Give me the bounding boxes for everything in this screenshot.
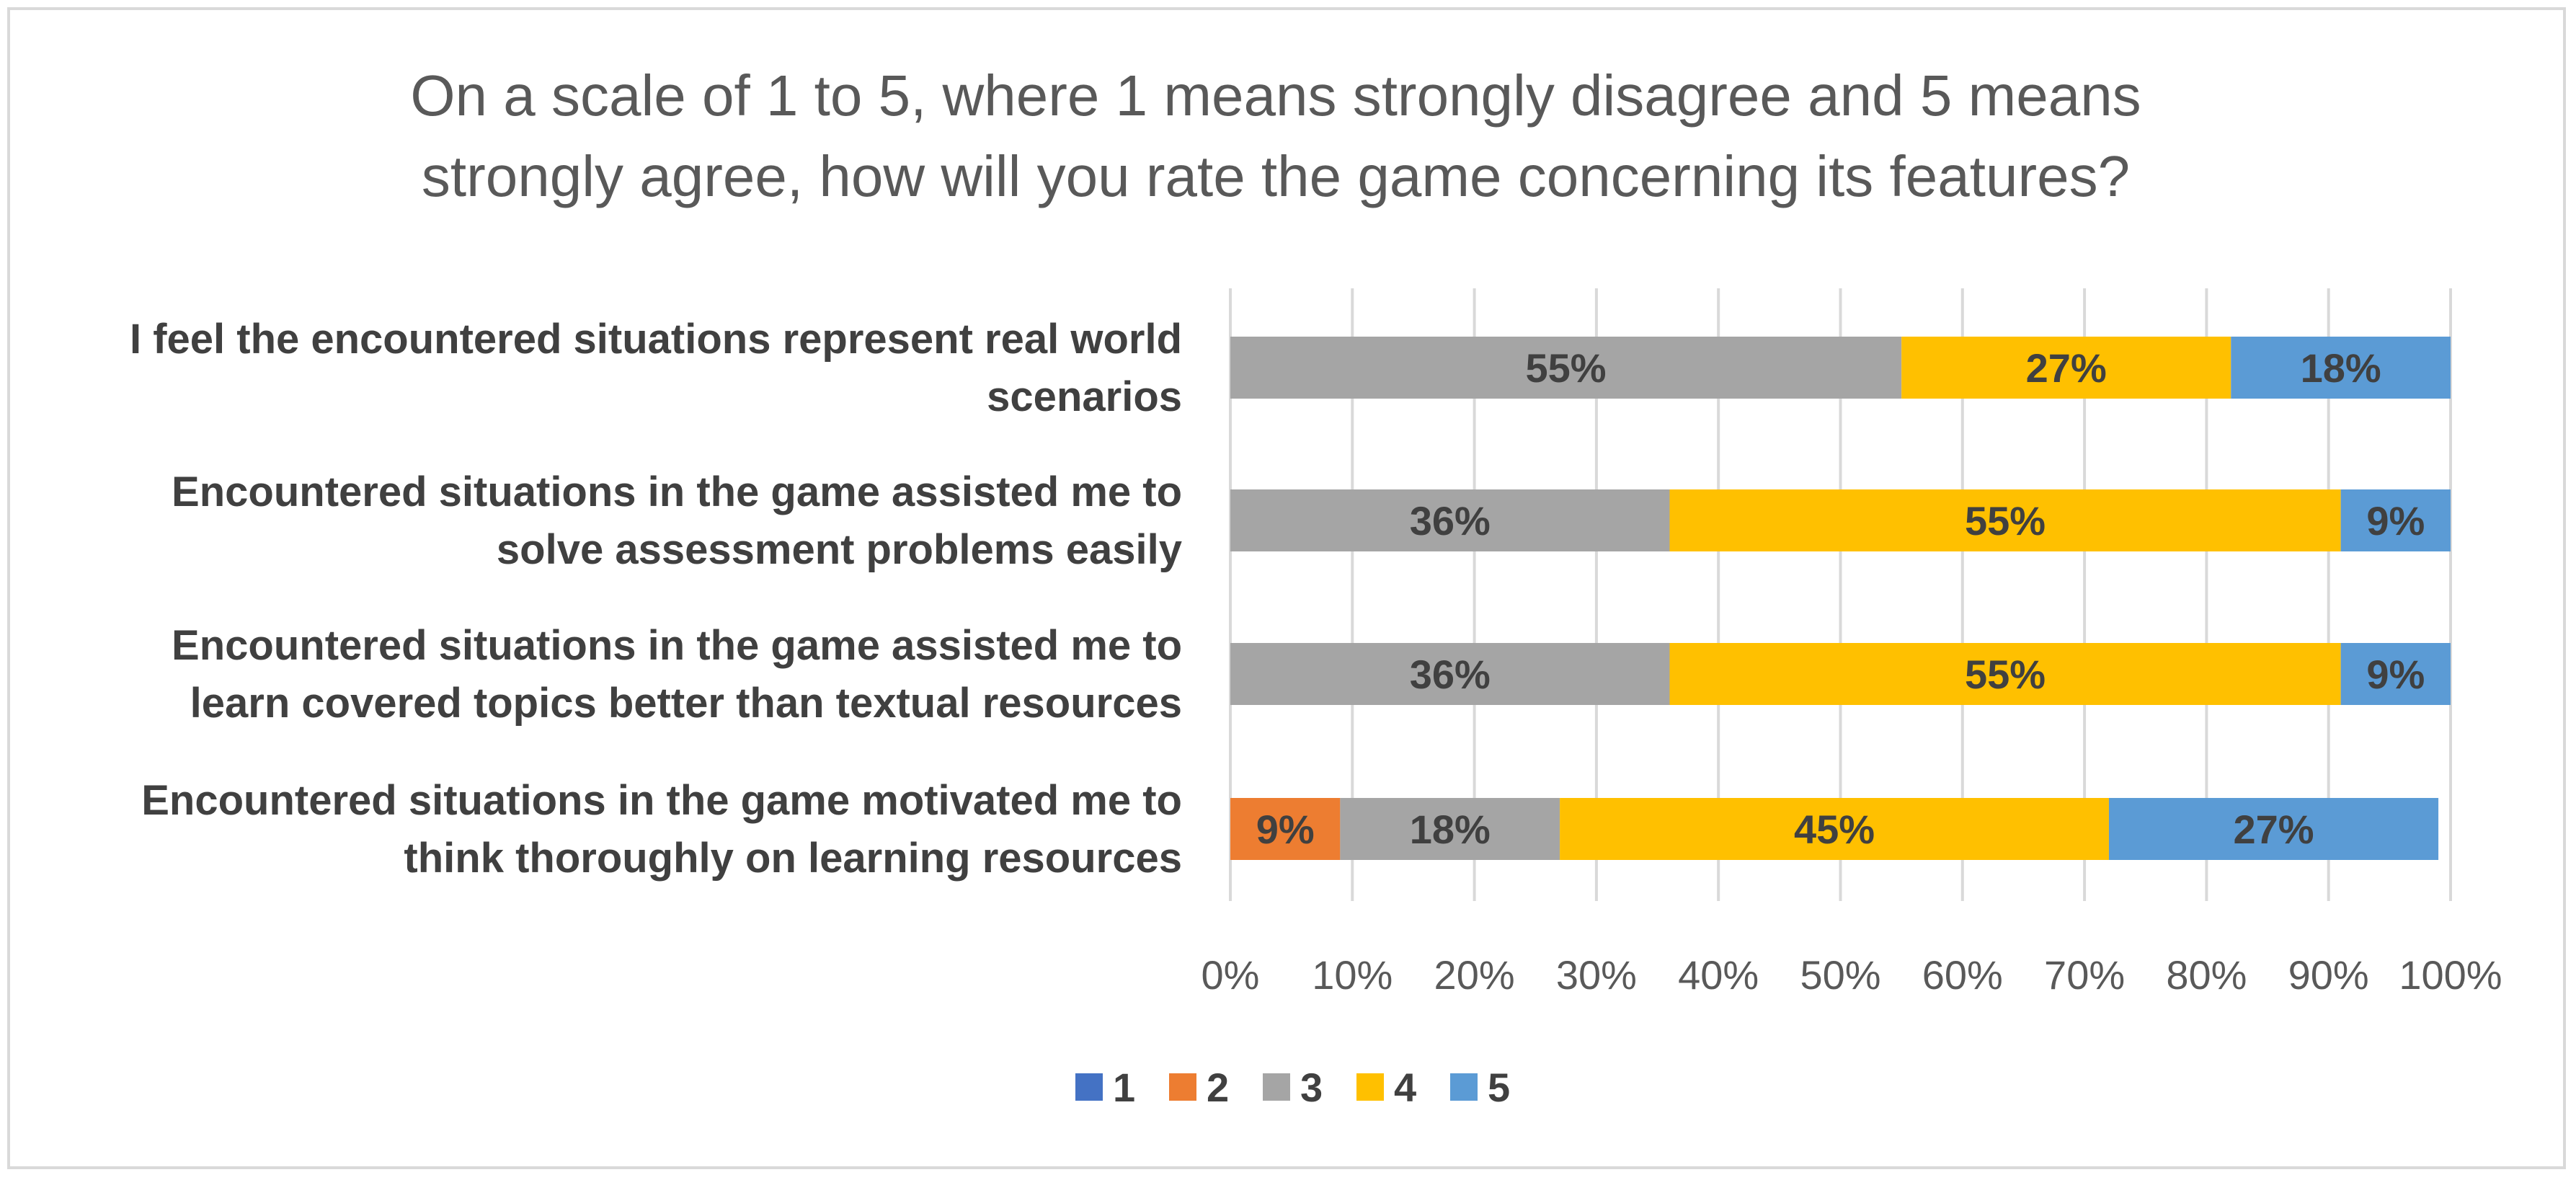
legend-swatch-1 [1075, 1073, 1103, 1101]
legend-label: 3 [1300, 1065, 1323, 1110]
bar-segment-series-4 [1669, 643, 2341, 705]
bar-segment-series-3 [1230, 643, 1670, 705]
bars [1230, 337, 2451, 860]
bar-segment-series-5 [2108, 798, 2439, 860]
data-label: 18% [1410, 807, 1491, 852]
x-tick-label: 10% [1312, 952, 1393, 998]
bar-segment-series-4 [1901, 337, 2231, 399]
bar-segment-series-4 [1669, 489, 2341, 551]
chart-title-line-1: On a scale of 1 to 5, where 1 means stro… [410, 63, 2141, 128]
data-label: 9% [2366, 652, 2425, 697]
category-labels: I feel the encountered situations repres… [130, 316, 1182, 882]
bar-segment-series-3 [1230, 489, 1670, 551]
data-label: 45% [1794, 807, 1875, 852]
x-tick-label: 60% [1922, 952, 2003, 998]
bar-segment-series-3 [1340, 798, 1560, 860]
category-label: I feel the encountered situations repres… [130, 316, 1182, 363]
bar-segment-series-2 [1230, 798, 1341, 860]
data-label: 36% [1410, 498, 1491, 544]
chart-frame [7, 7, 2566, 1169]
legend-label: 4 [1394, 1065, 1416, 1110]
data-label: 55% [1965, 652, 2046, 697]
x-tick-label: 100% [2399, 952, 2502, 998]
data-label: 9% [1256, 807, 1315, 852]
data-label: 36% [1410, 652, 1491, 697]
x-tick-label: 30% [1556, 952, 1637, 998]
category-label: learn covered topics better than textual… [190, 680, 1182, 727]
chart-title: On a scale of 1 to 5, where 1 means stro… [410, 63, 2141, 208]
legend-swatch-2 [1169, 1073, 1196, 1101]
bar-segment-series-5 [2340, 643, 2451, 705]
legend-label: 1 [1113, 1065, 1135, 1110]
bar-segment-series-5 [2340, 489, 2451, 551]
data-label: 27% [2233, 807, 2314, 852]
data-label: 55% [1965, 498, 2046, 544]
data-label: 55% [1526, 345, 1607, 391]
x-tick-label: 50% [1800, 952, 1880, 998]
x-tick-label: 20% [1434, 952, 1515, 998]
legend-swatch-4 [1356, 1073, 1384, 1101]
bar-segment-series-3 [1230, 337, 1902, 399]
category-label: Encountered situations in the game motiv… [141, 777, 1182, 824]
category-label: think thoroughly on learning resources [404, 835, 1182, 882]
x-axis-tick-labels: 0% 10% 20% 30% 40% 50% 60% 70% 80% 90% 100% [1202, 952, 2502, 998]
legend-label: 5 [1488, 1065, 1510, 1110]
legend-swatch-3 [1263, 1073, 1290, 1101]
category-label: solve assessment problems easily [497, 526, 1182, 573]
x-tick-label: 90% [2288, 952, 2369, 998]
data-labels: 55% 27% 18% 36% 55% 9% 36% 55% 9% 9% 18% 45% 27% [1256, 345, 2425, 852]
legend-label: 2 [1207, 1065, 1229, 1110]
data-label: 18% [2301, 345, 2381, 391]
x-tick-label: 70% [2044, 952, 2125, 998]
chart-title-line-2: strongly agree, how will you rate the ga… [422, 144, 2130, 208]
legend: 1 2 3 4 5 [1075, 1065, 1510, 1110]
data-label: 9% [2366, 498, 2425, 544]
bar-segment-series-4 [1560, 798, 2109, 860]
x-tick-label: 80% [2166, 952, 2247, 998]
bar-segment-series-5 [2231, 337, 2451, 399]
category-label: Encountered situations in the game assis… [172, 622, 1182, 669]
x-tick-label: 0% [1202, 952, 1260, 998]
legend-swatch-5 [1450, 1073, 1478, 1101]
data-label: 27% [2026, 345, 2107, 391]
category-label: scenarios [987, 373, 1182, 420]
x-tick-label: 40% [1678, 952, 1759, 998]
category-label: Encountered situations in the game assis… [172, 469, 1182, 515]
